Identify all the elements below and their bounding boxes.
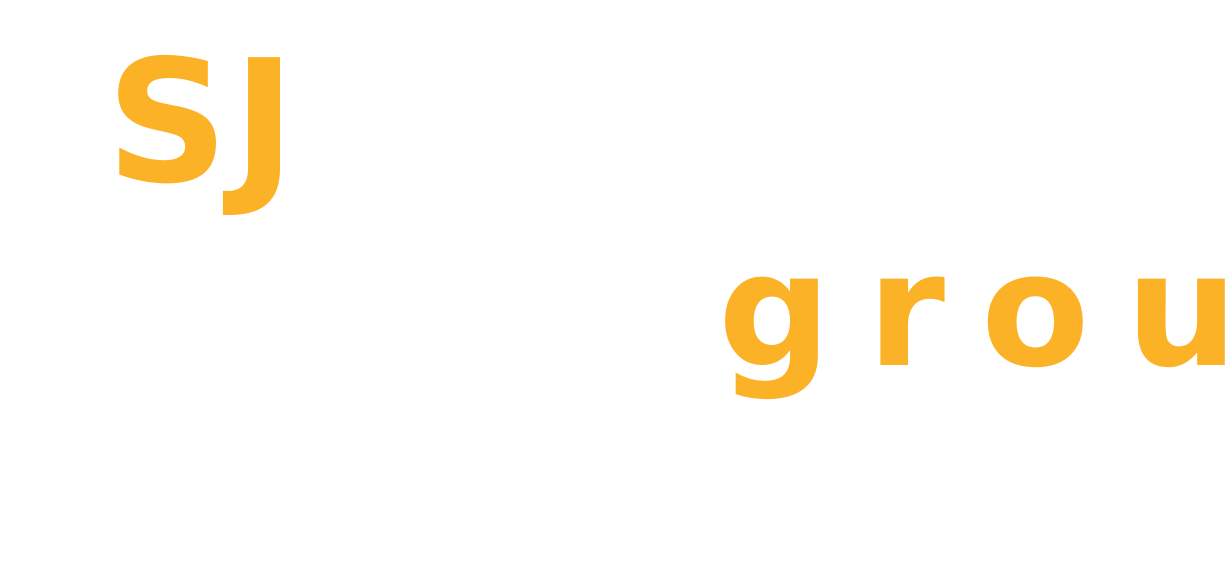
logo-initials: SJ: [106, 24, 300, 222]
logo-word: group: [718, 219, 1228, 403]
